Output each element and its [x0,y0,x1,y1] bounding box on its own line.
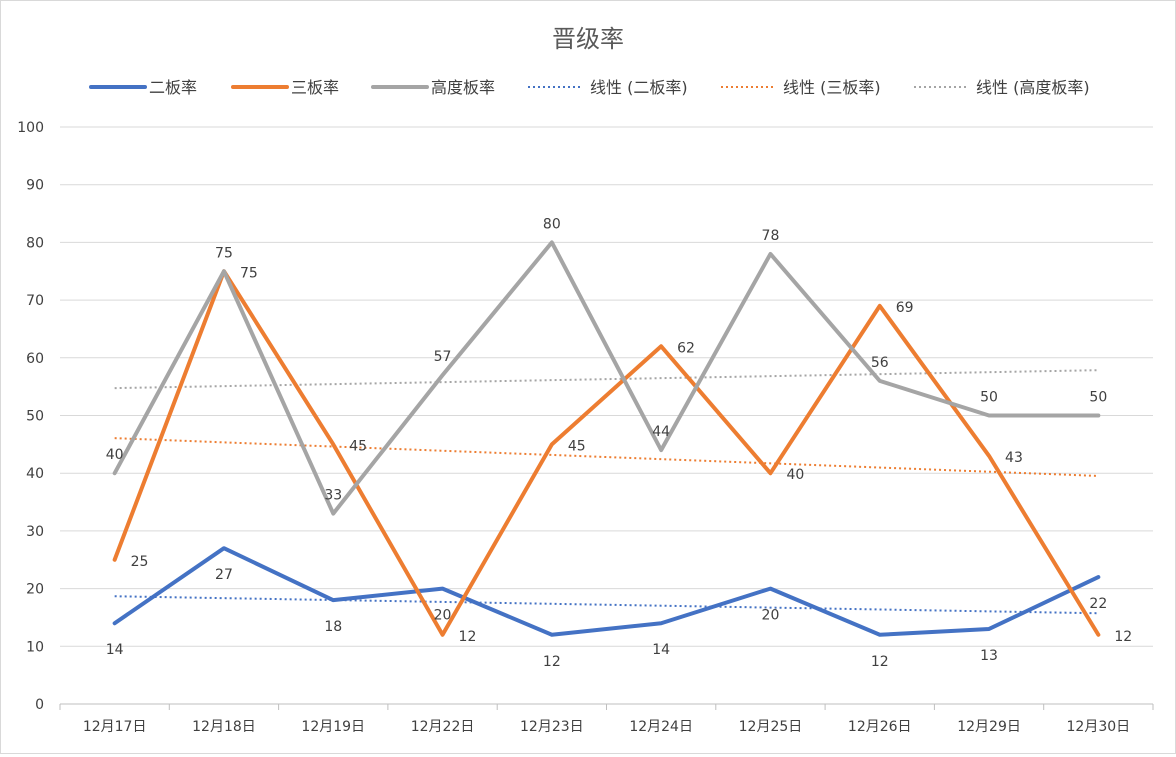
x-tick-label: 12月17日 [83,719,147,735]
x-tick-label: 12月30日 [1067,719,1131,735]
data-label: 27 [215,567,233,583]
data-label: 44 [652,424,670,440]
data-label: 25 [131,554,149,570]
x-tick-label: 12月26日 [848,719,912,735]
chart-title: 晋级率 [552,25,624,53]
data-label: 12 [543,654,561,670]
legend-label: 线性 (二板率) [590,78,688,97]
data-label: 57 [434,349,452,365]
data-label: 75 [240,265,258,281]
y-tick-label: 10 [26,639,44,655]
data-label: 45 [349,438,367,454]
x-tick-label: 12月29日 [957,719,1021,735]
y-tick-label: 60 [26,351,44,367]
data-label: 20 [434,608,452,624]
x-tick-label: 12月25日 [739,719,803,735]
data-label: 22 [1089,596,1107,612]
y-tick-label: 0 [35,697,44,713]
series-line [112,546,1101,637]
data-label: 40 [106,447,124,463]
y-tick-label: 100 [17,120,44,136]
y-tick-label: 90 [26,178,44,194]
data-label: 33 [324,488,342,504]
data-label: 75 [215,245,233,261]
y-tick-label: 30 [26,524,44,540]
legend-label: 高度板率 [431,78,495,97]
trendline [114,437,1099,477]
x-tick-label: 12月19日 [301,719,365,735]
x-tick-label: 12月18日 [192,719,256,735]
trendline [114,369,1099,390]
data-label: 40 [786,467,804,483]
legend-label: 二板率 [149,78,197,97]
x-tick-label: 12月24日 [629,719,693,735]
legend-label: 三板率 [291,78,339,97]
data-label: 14 [652,642,670,658]
y-tick-label: 50 [26,409,44,425]
legend-label: 线性 (高度板率) [976,78,1090,97]
data-label: 56 [871,355,889,371]
data-label: 12 [459,629,477,645]
data-label: 45 [568,438,586,454]
x-tick-label: 12月23日 [520,719,584,735]
trendline [114,595,1099,615]
data-label: 12 [871,654,889,670]
data-label: 50 [1089,390,1107,406]
data-label: 78 [762,228,780,244]
data-label: 20 [762,608,780,624]
data-label: 62 [677,340,695,356]
data-label: 43 [1005,450,1023,466]
y-tick-label: 40 [26,466,44,482]
data-label: 50 [980,390,998,406]
series-line [112,269,1101,637]
data-label: 14 [106,642,124,658]
legend-label: 线性 (三板率) [783,78,881,97]
data-label: 12 [1114,629,1132,645]
data-label: 80 [543,216,561,232]
x-tick-label: 12月22日 [411,719,475,735]
series-line [112,240,1101,516]
y-tick-label: 20 [26,582,44,598]
data-label: 18 [324,619,342,635]
y-tick-label: 70 [26,293,44,309]
data-label: 69 [896,300,914,316]
y-tick-label: 80 [26,235,44,251]
data-label: 13 [980,648,998,664]
